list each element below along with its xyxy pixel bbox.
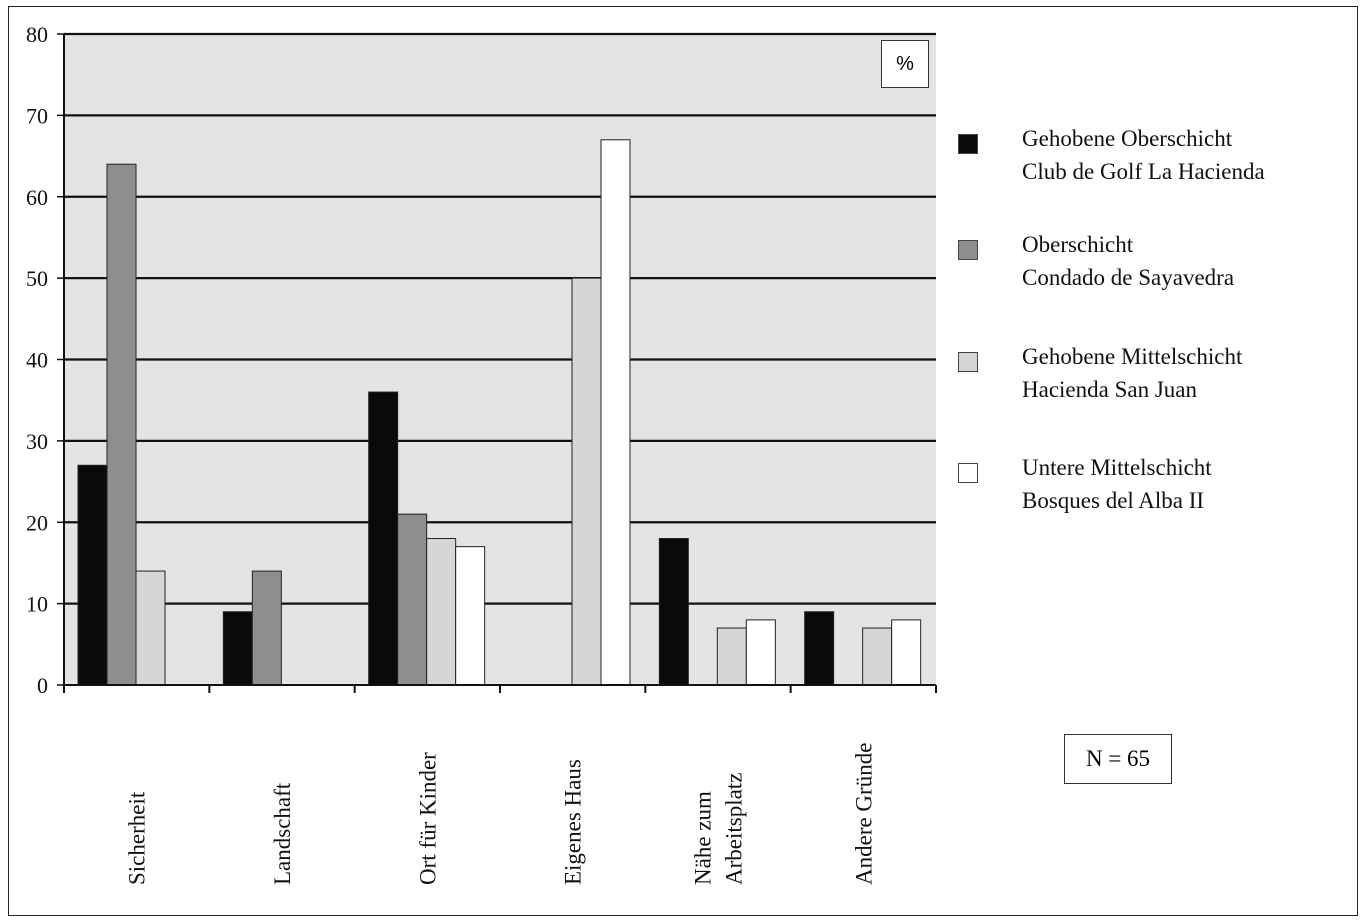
legend-item-1: Gehobene Oberschicht Club de Golf La Hac… (958, 122, 1265, 188)
bar (600, 139, 631, 686)
y-tick-label: 40 (26, 348, 48, 373)
legend-swatch-4 (958, 463, 978, 483)
legend-swatch-3 (958, 352, 978, 372)
legend-label-2: Oberschicht Condado de Sayavedra (1022, 232, 1235, 290)
x-category-label: Sicherheit (125, 791, 150, 885)
bar (862, 627, 893, 686)
legend-item-2: Oberschicht Condado de Sayavedra (958, 228, 1234, 294)
legend-swatch-1 (958, 134, 978, 154)
bar (135, 570, 166, 686)
y-tick-label: 20 (26, 510, 48, 535)
y-tick-label: 10 (26, 592, 48, 617)
bar (658, 538, 689, 686)
bar (891, 619, 922, 686)
bar (397, 513, 428, 686)
unit-label: % (896, 52, 914, 75)
legend-label-1: Gehobene Oberschicht Club de Golf La Hac… (1022, 126, 1265, 184)
bar (571, 277, 602, 686)
y-tick-label: 30 (26, 429, 48, 454)
sample-size-label: N = 65 (1085, 746, 1151, 771)
y-tick-label: 70 (26, 103, 48, 128)
bar (455, 546, 486, 686)
y-tick-label: 80 (26, 22, 48, 47)
legend-label-3: Gehobene Mittelschicht Hacienda San Juan (1022, 344, 1243, 402)
y-tick-labels: 0 10 20 30 40 50 60 70 80 (26, 22, 64, 698)
legend-item-4: Untere Mittelschicht Bosques del Alba II (958, 451, 1212, 517)
bar (716, 627, 747, 686)
unit-label-box: % (881, 40, 929, 88)
y-tick-label: 60 (26, 185, 48, 210)
bar (426, 538, 457, 686)
x-category-label: Landschaft (270, 782, 295, 885)
x-category-labels: Sicherheit Landschaft Ort für Kinder Eigene… (125, 743, 877, 885)
y-tick-label: 0 (37, 673, 48, 698)
x-category-label: Ort für Kinder (415, 752, 440, 885)
x-category-label: Andere Gründe (851, 743, 876, 885)
bar (77, 464, 108, 686)
x-category-label: Nähe zum (691, 791, 716, 885)
bar (251, 570, 282, 686)
y-tick-label: 50 (26, 266, 48, 291)
x-category-label: Arbeitsplatz (722, 773, 747, 885)
legend-label-4: Untere Mittelschicht Bosques del Alba II (1022, 455, 1212, 513)
grid-lines (64, 32, 936, 605)
bars (77, 139, 922, 686)
legend-swatch-2 (958, 240, 978, 260)
bar (106, 163, 137, 686)
sample-size-box: N = 65 (1064, 734, 1172, 784)
legend-item-3: Gehobene Mittelschicht Hacienda San Juan (958, 340, 1242, 406)
x-category-label: Eigenes Haus (561, 759, 586, 885)
bar (745, 619, 776, 686)
bar (368, 391, 399, 686)
bar (222, 611, 253, 686)
bar (804, 611, 835, 686)
